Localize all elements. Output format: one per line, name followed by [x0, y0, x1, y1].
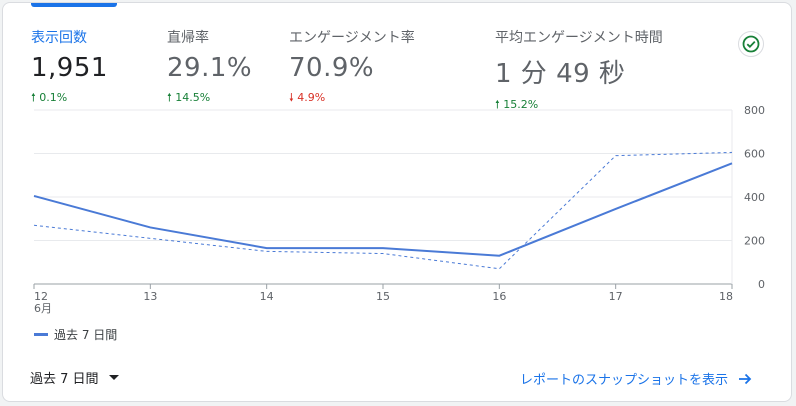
- arrow-up-icon: 🠕: [495, 98, 500, 111]
- metric-value: 1 分 49 秒: [495, 59, 626, 89]
- delta-value: 15.2%: [503, 98, 539, 111]
- metric-delta: 🠗 4.9%: [289, 89, 415, 108]
- x-tick-label: 16: [492, 290, 506, 303]
- metric-tab-bounce-rate[interactable]: 直帰率 29.1% 🠕 14.5%: [167, 27, 252, 108]
- view-report-snapshot-link[interactable]: レポートのスナップショットを表示: [520, 369, 752, 388]
- x-tick-label: 15: [376, 290, 390, 303]
- check-circle-icon[interactable]: [738, 31, 764, 57]
- legend-label: 過去 7 日間: [54, 328, 118, 342]
- metric-tab-impressions[interactable]: 表示回数 1,951 🠕 0.1%: [31, 27, 108, 108]
- x-month-label: 6月: [34, 302, 52, 315]
- metric-tab-engagement-rate[interactable]: エンゲージメント率 70.9% 🠗 4.9%: [289, 27, 415, 108]
- legend-swatch: [34, 333, 48, 336]
- arrow-up-icon: 🠕: [167, 91, 172, 104]
- x-tick-label: 12: [34, 290, 48, 303]
- metric-value: 70.9%: [289, 53, 375, 83]
- metric-label: 平均エンゲージメント時間: [495, 30, 663, 46]
- report-link-label: レポートのスナップショットを表示: [520, 373, 729, 388]
- metric-label: 表示回数: [31, 30, 87, 46]
- arrow-right-icon: [739, 373, 752, 384]
- current-series-line: [33, 162, 733, 257]
- comparison-series-line: [33, 151, 733, 270]
- arrow-down-icon: 🠗: [289, 91, 294, 104]
- metric-tab-avg-engagement-time[interactable]: 平均エンゲージメント時間 1 分 49 秒 🠕 15.2%: [495, 27, 663, 115]
- dropdown-arrow-icon: [108, 375, 119, 380]
- metric-delta: 🠕 14.5%: [167, 89, 252, 108]
- metrics-card: 表示回数 1,951 🠕 0.1% 直帰率 29.1% 🠕 14.5% エンゲー…: [2, 2, 792, 402]
- chart-legend: 過去 7 日間: [34, 326, 117, 343]
- y-tick-label: 400: [744, 191, 765, 204]
- active-tab-indicator: [31, 3, 117, 7]
- x-tick-label: 13: [143, 290, 157, 303]
- date-range-dropdown[interactable]: 過去 7 日間: [30, 368, 119, 387]
- x-tick-label: 17: [609, 290, 623, 303]
- y-tick-label: 200: [744, 235, 765, 248]
- arrow-up-icon: 🠕: [31, 91, 36, 104]
- x-tick-label: 14: [260, 290, 274, 303]
- y-tick-label: 800: [744, 104, 765, 117]
- metric-value: 29.1%: [167, 53, 253, 83]
- line-chart: 0 200 400 600 800 12 13 14 15 16 17 18 6月: [33, 104, 765, 315]
- metric-label: エンゲージメント率: [289, 30, 415, 46]
- metric-label: 直帰率: [167, 30, 209, 46]
- delta-value: 4.9%: [297, 91, 326, 104]
- delta-value: 14.5%: [175, 91, 211, 104]
- date-range-label: 過去 7 日間: [30, 372, 99, 387]
- delta-value: 0.1%: [39, 91, 68, 104]
- y-tick-label: 600: [744, 148, 765, 161]
- x-tick-label: 18: [719, 290, 733, 303]
- metric-delta: 🠕 0.1%: [31, 89, 108, 108]
- metric-delta: 🠕 15.2%: [495, 96, 663, 115]
- y-tick-label: 0: [758, 278, 765, 291]
- metric-value: 1,951: [31, 53, 108, 83]
